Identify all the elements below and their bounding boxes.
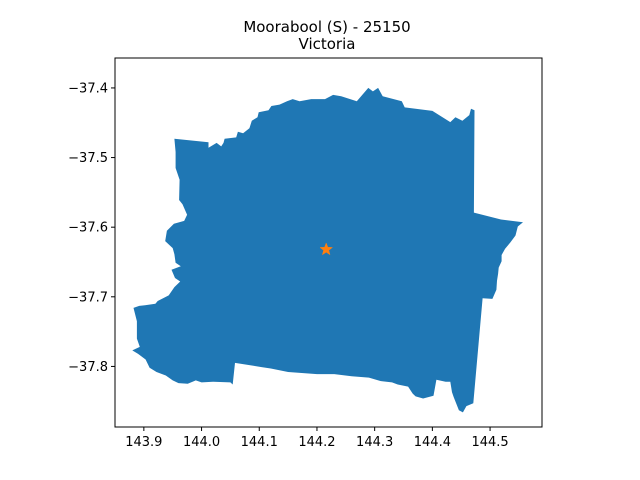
x-tick-label: 144.3	[356, 435, 393, 450]
y-tick-label: −37.7	[68, 290, 108, 305]
x-tick-label: 144.2	[298, 435, 335, 450]
x-tick-label: 144.0	[183, 435, 220, 450]
x-axis: 143.9 144.0 144.1 144.2 144.3 144.4 144.5	[125, 427, 509, 450]
centroid-star-marker	[319, 242, 334, 256]
y-tick-label: −37.4	[68, 81, 108, 96]
chart-subtitle: Victoria	[299, 35, 356, 53]
y-tick-label: −37.8	[68, 360, 108, 375]
x-tick-label: 143.9	[125, 435, 162, 450]
x-tick-label: 144.5	[471, 435, 508, 450]
chart-title: Moorabool (S) - 25150	[243, 18, 410, 36]
x-tick-label: 144.4	[414, 435, 451, 450]
y-axis: −37.4 −37.5 −37.6 −37.7 −37.8	[68, 81, 115, 375]
x-tick-label: 144.1	[241, 435, 278, 450]
plot-frame	[114, 57, 543, 428]
plot-area	[132, 87, 524, 413]
y-tick-label: −37.6	[68, 221, 108, 236]
y-tick-label: −37.5	[68, 151, 108, 166]
